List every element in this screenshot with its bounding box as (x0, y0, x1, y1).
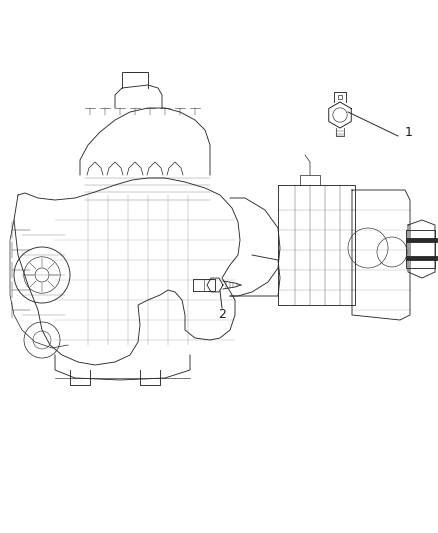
Text: 2: 2 (218, 309, 226, 321)
Text: 1: 1 (405, 126, 413, 140)
